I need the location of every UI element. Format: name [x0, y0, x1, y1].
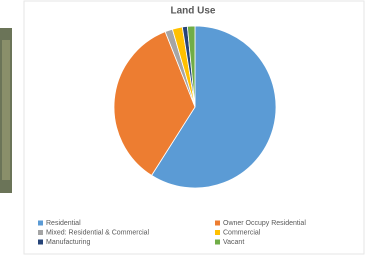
- chart-title: Land Use: [170, 6, 215, 17]
- legend-swatch: [38, 221, 43, 226]
- legend-swatch: [38, 230, 43, 235]
- legend-label: Owner Occupy Residential: [223, 220, 306, 227]
- legend-label: Commercial: [223, 229, 261, 236]
- legend-label: Residential: [46, 220, 81, 227]
- side-photo-detail: [2, 40, 10, 180]
- legend-swatch: [38, 240, 43, 245]
- legend-swatch: [215, 240, 220, 245]
- legend-label: Mixed: Residential & Commercial: [46, 229, 150, 236]
- legend-swatch: [215, 230, 220, 235]
- legend-swatch: [215, 221, 220, 226]
- legend-label: Vacant: [223, 239, 244, 246]
- chart: Land Use Residential Owner Occupy Residen…: [0, 0, 370, 255]
- legend-label: Manufacturing: [46, 239, 90, 246]
- page: Land Use Residential Owner Occupy Residen…: [0, 0, 370, 255]
